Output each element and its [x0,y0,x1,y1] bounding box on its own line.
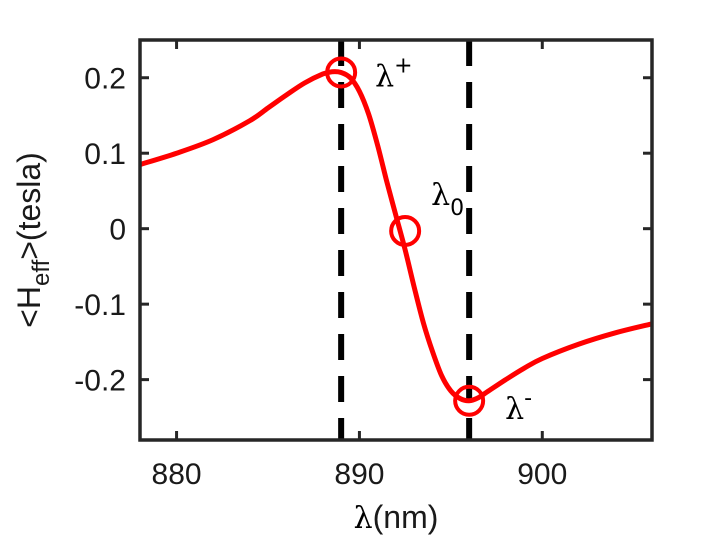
marker-label-0: λ+ [375,53,412,94]
y-axis-label-prefix: <H [11,286,47,328]
markers-layer: λ+λ0λ- [325,53,532,427]
marker-label-2: λ- [505,386,532,427]
series-line-0 [139,69,653,404]
marker-circle-1 [389,214,422,247]
marker-label-symbol-0: λ [375,59,394,94]
marker-label-symbol-1: λ [431,178,450,213]
marker-circle-2 [453,384,486,417]
x-tick-label-2: 900 [517,458,567,491]
reference-lines [338,40,473,440]
marker-label-1: λ0 [431,178,464,221]
x-axis-label-unit: (nm) [373,499,439,535]
y-tick-label-2: 0 [109,214,126,247]
y-axis-label-suffix: >(tesla) [11,152,47,260]
series-layer [139,69,653,404]
x-tick-label-1: 890 [334,458,384,491]
marker-label-sub-1: 0 [450,196,464,221]
y-tick-labels: -0.2 -0.1 0 0.1 0.2 [74,63,126,398]
x-tick-label-0: 880 [152,458,202,491]
x-axis-label-symbol: λ [354,501,373,536]
marker-label-symbol-2: λ [505,392,524,427]
y-tick-label-4: 0.2 [84,63,126,96]
y-axis-label-subscript: eff [28,259,55,286]
marker-label-sup-2: - [524,386,532,411]
y-axis-label: <Heff>(tesla) [11,152,55,328]
x-tick-labels: 880 890 900 [152,458,568,491]
marker-circle-0 [325,56,358,89]
x-axis-label: λ(nm) [354,499,439,536]
plot-frame [138,38,654,442]
y-tick-label-0: -0.2 [74,365,126,398]
y-tick-label-1: -0.1 [74,289,126,322]
marker-label-sup-0: + [394,53,412,78]
y-tick-label-3: 0.1 [84,138,126,171]
